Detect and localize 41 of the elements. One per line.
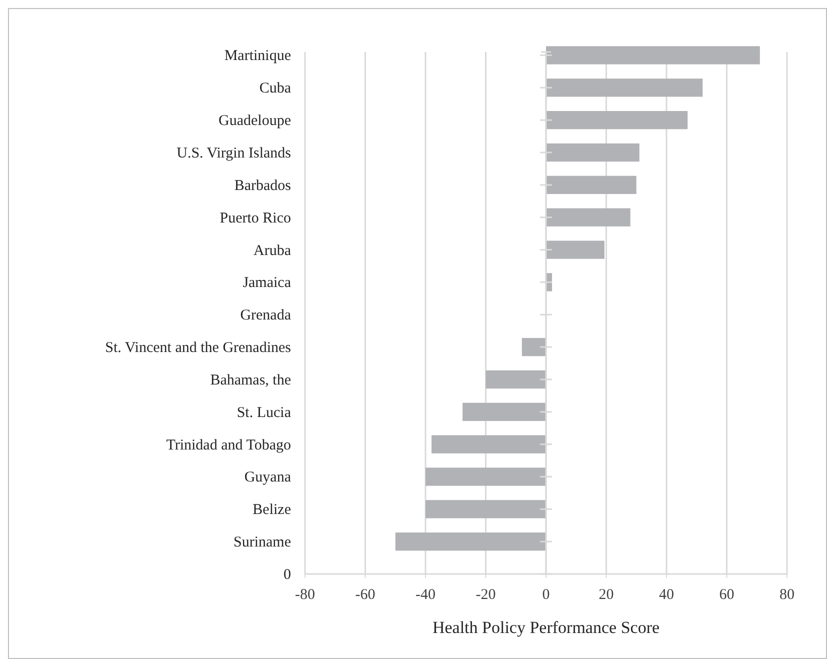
bar — [426, 500, 546, 518]
y-tick-label: Barbados — [234, 178, 292, 194]
x-tick-label: -20 — [476, 587, 496, 603]
y-tick-label: Suriname — [234, 534, 292, 551]
y-tick-label: Guadeloupe — [218, 113, 292, 130]
y-tick-label: St. Lucia — [236, 404, 292, 421]
x-tick-label: 20 — [598, 587, 614, 603]
bar — [462, 402, 546, 421]
x-tick-label: 60 — [719, 587, 734, 603]
x-tick-label: 80 — [780, 587, 794, 603]
x-tick-label: 0 — [542, 587, 550, 603]
bar — [546, 46, 760, 64]
y-tick-label: Bahamas, the — [210, 372, 292, 388]
bar — [432, 435, 546, 454]
y-tick-label: U.S. Virgin Islands — [176, 146, 292, 162]
bar — [426, 468, 546, 486]
bar — [395, 532, 546, 551]
bar — [522, 338, 546, 356]
bar — [546, 208, 630, 226]
y-tick-label: Jamaica — [242, 275, 292, 292]
x-tick-label: -80 — [295, 587, 315, 603]
y-tick-label: Martinique — [224, 48, 292, 64]
bar — [546, 143, 640, 162]
y-tick-label: Puerto Rico — [220, 210, 291, 226]
bar — [546, 176, 636, 194]
y-tick-label: Trinidad and Tobago — [166, 437, 291, 454]
y-tick-label: Guyana — [244, 470, 292, 486]
x-tick-label: -60 — [355, 587, 376, 603]
bar — [546, 111, 688, 130]
bar — [486, 370, 546, 389]
x-tick-label: -40 — [416, 587, 436, 603]
bar — [546, 78, 703, 97]
y-tick-label: Grenada — [240, 308, 292, 324]
y-tick-label: 0 — [284, 567, 291, 583]
x-axis-title: Health Policy Performance Score — [432, 618, 660, 637]
bar — [546, 240, 604, 259]
y-tick-label: Cuba — [259, 80, 292, 97]
x-tick-label: 40 — [659, 587, 674, 603]
y-tick-label: Aruba — [254, 242, 292, 259]
y-tick-label: St. Vincent and the Grenadines — [105, 340, 292, 356]
y-tick-label: Belize — [252, 502, 292, 518]
